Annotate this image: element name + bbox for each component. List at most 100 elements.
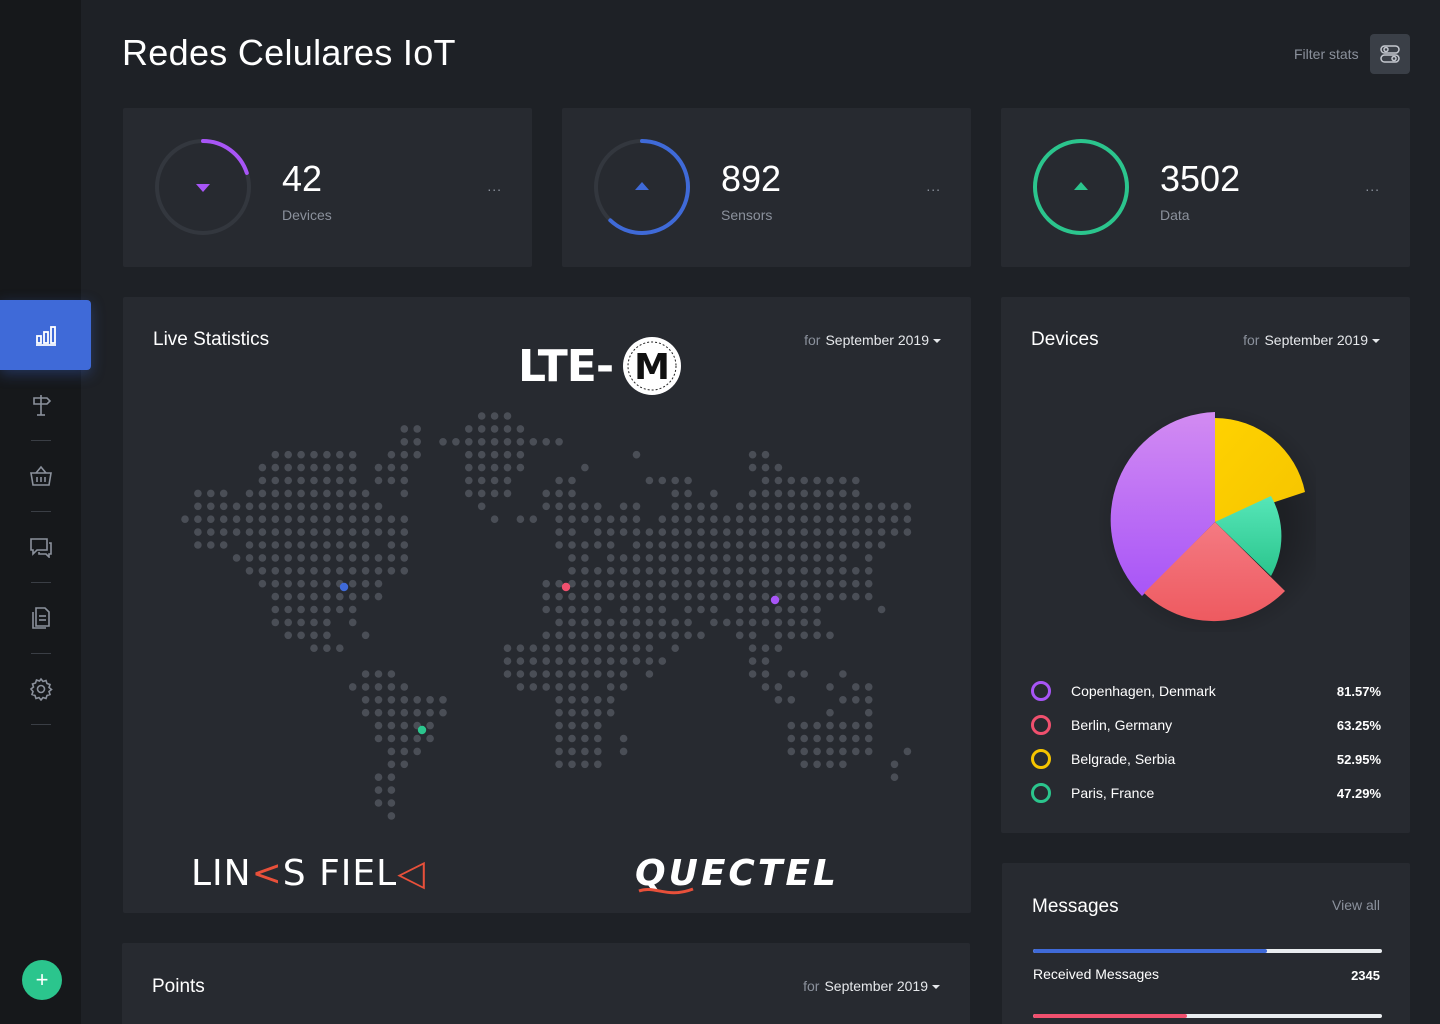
add-button[interactable]: + [22,960,62,1000]
map-dot [877,515,886,523]
map-dot [348,476,357,485]
data-count: 3502 [1160,158,1241,199]
map-dot [387,786,396,794]
map-dot [555,515,563,523]
nav-item-statistics[interactable] [0,300,91,370]
live-period-select[interactable]: for September 2019 [804,332,941,348]
map-dot [361,708,370,717]
points-period-select[interactable]: for September 2019 [803,978,940,994]
map-dot [374,567,383,575]
map-dot [877,541,886,549]
map-dot [813,760,821,769]
map-dot [555,721,563,730]
map-dot [594,567,602,575]
map-dot [374,592,383,601]
map-dot [374,683,383,691]
map-dot [387,528,396,536]
map-dot [516,438,525,446]
map-dot [374,786,383,794]
map-dot [207,515,215,523]
map-dot [323,592,331,601]
map-dot [413,438,422,446]
map-dot [826,515,834,523]
map-dot [323,644,331,652]
map-dot [658,476,667,485]
nav-item-documents[interactable] [0,583,81,653]
map-dot [619,554,628,562]
map-dot [864,515,873,523]
map-dot [761,541,770,549]
legend-item-berlin: Berlin, Germany 63.25% [1031,715,1381,735]
map-dot [400,528,409,536]
map-dot [310,489,318,498]
map-dot [826,721,834,730]
pie-slice-belgrade [1215,418,1305,522]
map-dot [581,541,589,549]
map-dot [374,515,383,523]
quectel-logo: QUECTEL [635,853,839,895]
map-dot [710,579,718,588]
received-messages-value: 2345 [1351,968,1380,983]
map-dot [232,528,241,536]
map-dot [813,489,821,498]
map-dot [864,541,873,549]
map-dot [555,747,563,756]
map-dot [439,708,447,717]
map-dot [813,734,821,743]
devices-progress-ring [155,139,251,235]
map-dot [800,515,808,523]
map-dot [245,554,254,562]
map-dot [787,592,796,601]
map-dot [671,579,679,588]
map-dot [297,631,305,640]
devices-period-select[interactable]: for September 2019 [1243,332,1380,348]
nav-item-routes[interactable] [0,370,81,440]
map-dot [671,618,679,627]
map-dot [710,502,718,511]
legend-dot [1031,681,1051,701]
nav-item-messages[interactable] [0,512,81,582]
messages-title: Messages [1032,896,1119,917]
points-card: Points for September 2019 [122,943,970,1024]
view-all-link[interactable]: View all [1332,897,1380,913]
map-dot [490,489,499,498]
map-dot [284,463,292,472]
map-dot [877,528,886,536]
map-dot [632,515,641,523]
map-dot [813,554,821,562]
map-dot [632,644,641,652]
map-dot [568,721,576,730]
map-dot [555,592,563,601]
caret-down-icon [933,339,941,344]
map-dot [903,515,912,523]
sidebar: + [0,0,91,1024]
map-dot [839,734,847,743]
map-dot [374,696,383,704]
map-dot [374,721,383,730]
map-dot [723,515,731,523]
map-dot [323,554,331,562]
map-dot [839,696,847,704]
map-dot [477,476,486,485]
map-dot [606,708,615,717]
map-dot [503,463,512,472]
map-dot [800,489,808,498]
map-dot [774,476,783,485]
filter-stats-button[interactable] [1370,34,1410,74]
map-dot [284,489,292,498]
map-dot [387,683,396,691]
map-dot [761,515,770,523]
devices-card: Devices for September 2019 Copenhagen, De… [1001,297,1410,833]
toggle-icon [1380,45,1400,63]
more-icon[interactable]: ... [1365,178,1380,194]
more-icon[interactable]: ... [487,178,502,194]
map-dot [839,747,847,756]
map-dot [336,644,344,652]
map-dot [542,579,550,588]
nav-item-settings[interactable] [0,654,81,724]
nav-divider [31,511,51,512]
nav-item-shop[interactable] [0,441,81,511]
map-dot [658,528,667,536]
more-icon[interactable]: ... [926,178,941,194]
map-dot [400,425,409,433]
